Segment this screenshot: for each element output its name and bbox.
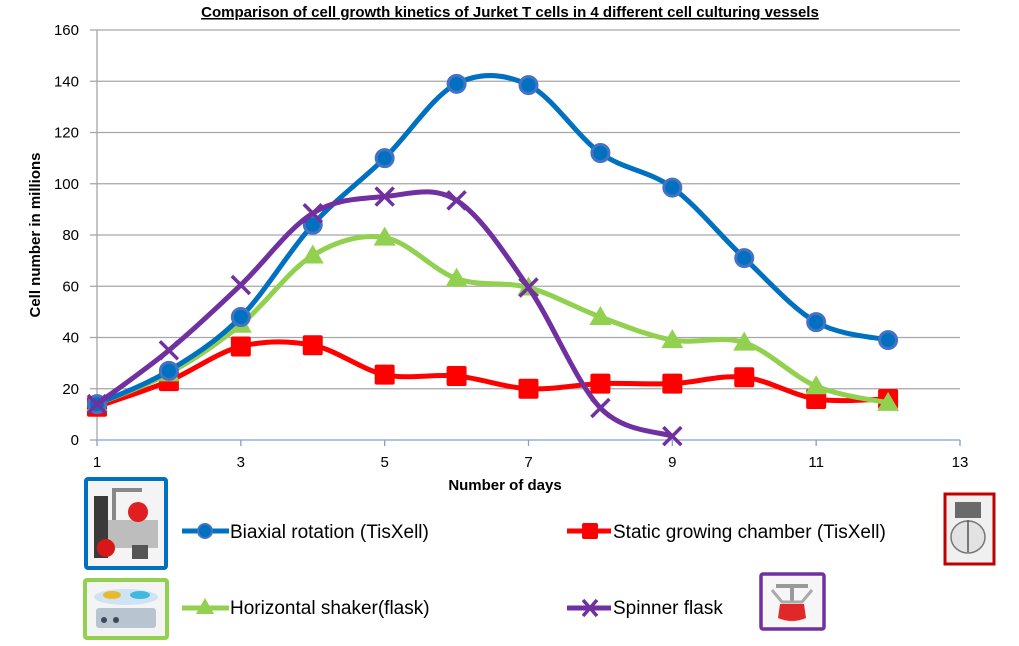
data-point-stroke: [374, 186, 395, 207]
series-biaxial-rotation-tisxell: [87, 73, 899, 415]
y-tick-label: 120: [54, 125, 79, 142]
data-point: [805, 375, 828, 395]
data-point: [878, 330, 899, 351]
y-tick-label: 40: [62, 330, 79, 347]
legend-marker-x-icon: [567, 598, 611, 618]
y-tick-label: 80: [62, 227, 79, 244]
data-point-stroke: [518, 277, 539, 298]
data-point: [446, 190, 467, 211]
data-point: [374, 186, 395, 207]
data-point: [301, 244, 324, 264]
legend-item-static-chamber: Static growing chamber (TisXell): [567, 492, 996, 566]
data-point: [590, 397, 611, 419]
data-point: [806, 312, 827, 333]
y-axis-label: Cell number in millions: [27, 152, 44, 317]
data-point: [445, 267, 468, 287]
data-point-stroke: [302, 202, 323, 224]
data-point: [589, 306, 612, 325]
biaxial-rotation-bioreactor-photo: [84, 477, 168, 570]
x-tick-label: 9: [668, 454, 676, 471]
data-point: [302, 214, 323, 235]
data-point-stroke: [662, 425, 683, 447]
data-point: [662, 177, 683, 198]
y-tick-label: 0: [71, 432, 79, 449]
data-point: [158, 360, 179, 381]
data-point: [590, 373, 611, 394]
legend-marker-circle-icon: [182, 523, 229, 539]
legend-label: Biaxial rotation (TisXell): [230, 522, 429, 543]
data-point: [374, 148, 395, 169]
data-point: [734, 367, 755, 388]
data-point: [158, 340, 180, 361]
series-line: [94, 234, 891, 407]
data-point: [86, 393, 108, 415]
x-tick-label: 13: [952, 454, 969, 471]
x-tick-label: 3: [237, 454, 245, 471]
legend-item-spinner-flask: Spinner flask: [567, 572, 826, 631]
static-chamber-photo: [943, 492, 996, 566]
legend-item-biaxial-rotation: Biaxial rotation (TisXell): [84, 477, 429, 570]
x-tick-label: 5: [380, 454, 388, 471]
data-point: [733, 331, 756, 351]
x-tick-label: 11: [808, 454, 824, 471]
y-tick-labels: 0 20 40 60 80 100 120 140 160: [54, 22, 79, 449]
legend-marker-square-icon: [567, 523, 611, 539]
legend-label: Spinner flask: [613, 598, 723, 619]
data-point: [518, 75, 539, 96]
y-tick-label: 60: [62, 278, 79, 295]
series-layer: [86, 73, 900, 447]
legend: Biaxial rotation (TisXell) Static growin…: [83, 477, 996, 640]
data-point-stroke: [590, 397, 611, 419]
data-point: [877, 391, 900, 411]
x-tick-label: 7: [524, 454, 532, 471]
x-axis-label: Number of days: [448, 477, 561, 494]
data-point: [734, 248, 755, 269]
data-point-stroke: [230, 274, 252, 296]
legend-label: Horizontal shaker(flask): [230, 598, 430, 619]
legend-marker-triangle-icon: [182, 598, 229, 614]
data-point: [661, 329, 684, 349]
data-point-stroke: [158, 340, 180, 361]
y-tick-label: 140: [54, 73, 79, 90]
data-point: [230, 336, 251, 357]
data-point: [662, 425, 683, 447]
data-point: [230, 274, 252, 296]
series-line: [94, 339, 891, 410]
horizontal-shaker-photo: [83, 578, 169, 640]
legend-item-horizontal-shaker: Horizontal shaker(flask): [83, 578, 430, 640]
data-point: [302, 335, 323, 356]
data-point-stroke: [446, 190, 467, 211]
data-point: [302, 202, 323, 224]
axes: [90, 29, 961, 446]
data-point: [374, 364, 395, 385]
data-point: [662, 373, 683, 394]
y-tick-label: 20: [62, 381, 79, 398]
data-point: [590, 143, 611, 163]
data-point: [373, 226, 396, 246]
x-tick-label: 1: [93, 454, 101, 471]
data-point: [230, 307, 251, 327]
legend-label: Static growing chamber (TisXell): [613, 522, 886, 543]
series-spinner-flask: [86, 186, 683, 447]
y-tick-label: 160: [54, 22, 79, 39]
x-tick-labels: 1 3 5 7 9 11 13: [93, 454, 969, 471]
y-tick-label: 100: [54, 176, 79, 193]
spinner-flask-photo: [759, 572, 826, 631]
chart-title: Comparison of cell growth kinetics of Ju…: [201, 4, 819, 21]
data-point: [446, 365, 467, 386]
data-point: [518, 378, 539, 399]
data-point: [518, 277, 539, 298]
data-point-stroke: [86, 393, 108, 415]
data-point: [446, 73, 467, 94]
